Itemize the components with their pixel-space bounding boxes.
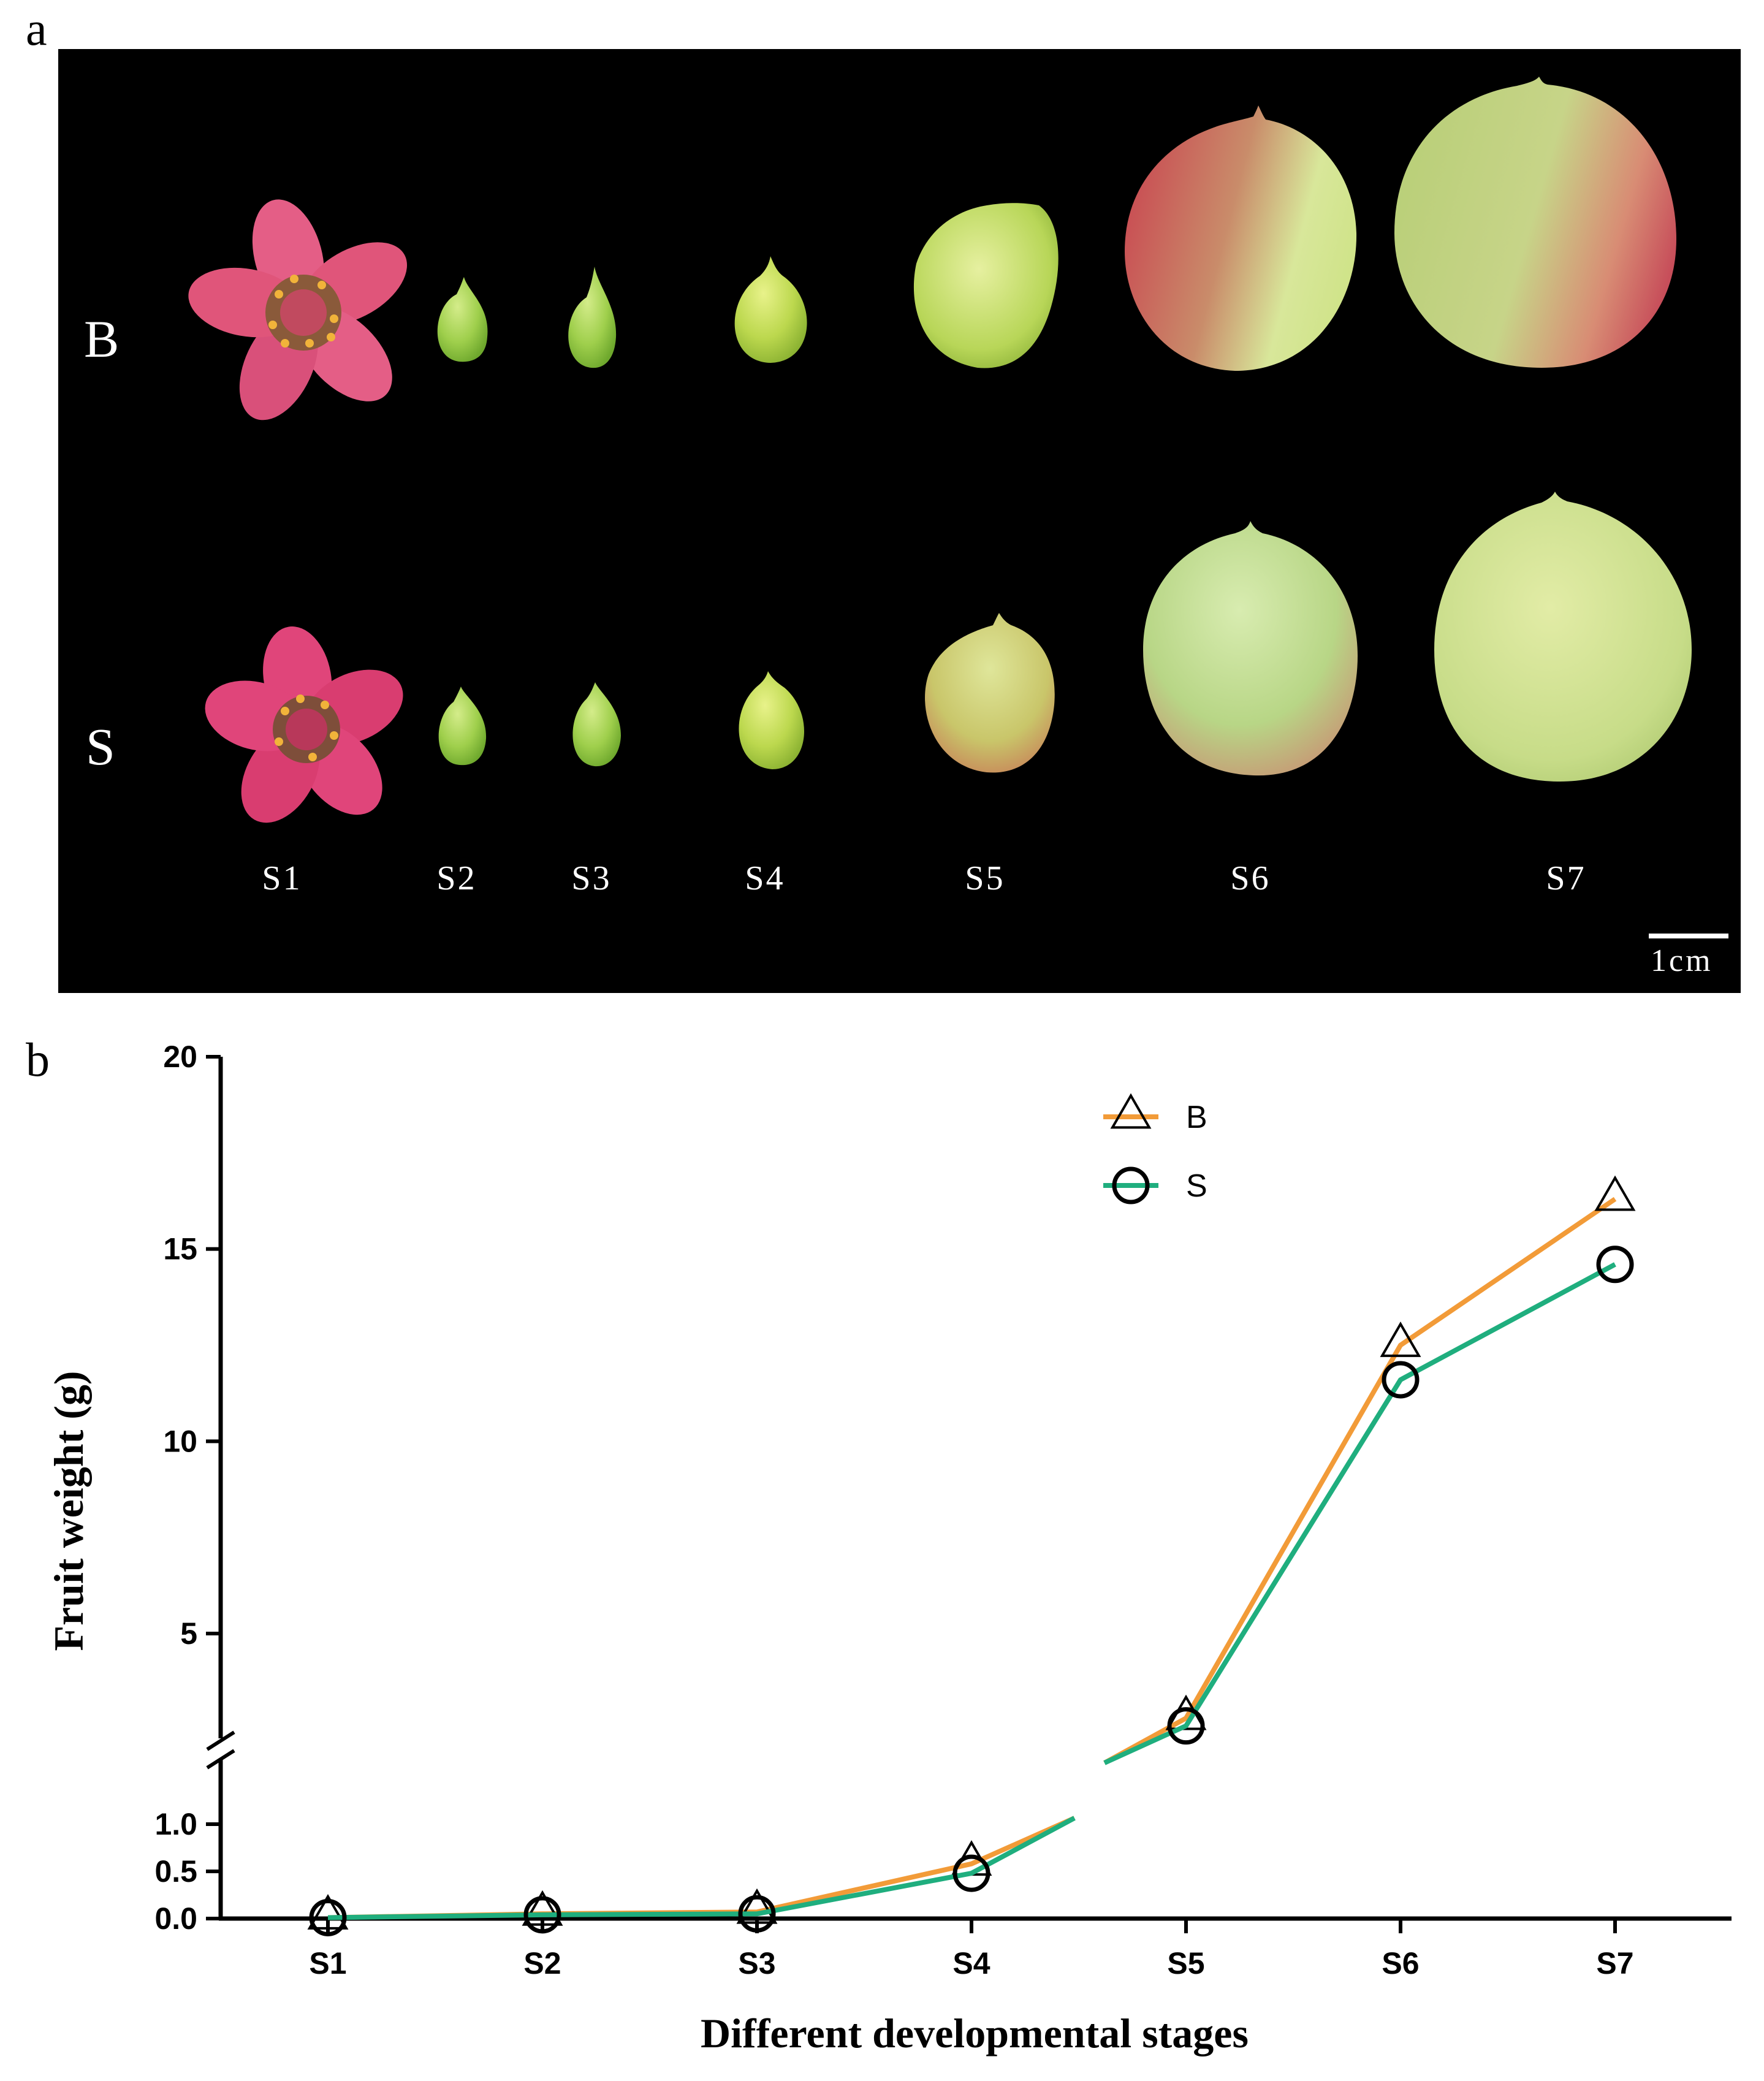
point-b-s3: [736, 1888, 778, 1924]
fruit-b-s3: [568, 267, 617, 368]
stage-label-s7: S7: [1546, 859, 1586, 897]
panel-label-a: a: [26, 2, 47, 55]
scale-bar-label: 1cm: [1651, 943, 1713, 978]
fruit-b-s5: [913, 203, 1059, 368]
fruit-s-s2: [438, 687, 487, 766]
point-s-s6: [1382, 1361, 1420, 1399]
point-s-s7: [1596, 1246, 1634, 1284]
point-s-s3: [738, 1895, 776, 1933]
y-tick-label-lower-1: 0.5: [154, 1854, 197, 1889]
fruit-s-s7: [1434, 492, 1692, 782]
panel-label-b: b: [26, 1033, 50, 1086]
series-b: [307, 1175, 1636, 1930]
y-tick-label-upper-3: 20: [163, 1040, 197, 1074]
series-line-upper-s: [1103, 1262, 1616, 1765]
fruit-s-s3: [572, 682, 621, 767]
x-tick-label-s7: S7: [1596, 1946, 1633, 1980]
fruit-b-s7: [1394, 77, 1676, 368]
x-tick-label-s1: S1: [309, 1946, 346, 1980]
x-tick-label-s4: S4: [952, 1946, 990, 1980]
y-axis-title: Fruit weight (g): [45, 1371, 92, 1651]
row-label-b: B: [84, 310, 120, 368]
fruit-s-s6: [1143, 521, 1358, 776]
fruit-photo-panel: B S S1 S2 S3 S4 S5 S6 S7 1cm: [58, 49, 1741, 993]
point-b-s6: [1380, 1322, 1421, 1357]
stage-label-s3: S3: [571, 859, 612, 897]
x-tick-label-s6: S6: [1382, 1946, 1419, 1980]
chart-axes: 0.0 0.5 1.0 5 10 15 20 S1 S2 S3 S4 S5 S6 S7: [154, 1040, 1732, 1980]
point-s-s5: [1167, 1707, 1205, 1745]
stage-label-s4: S4: [745, 859, 785, 897]
point-b-s7: [1594, 1175, 1636, 1211]
fruit-photo-illustration: [188, 77, 1728, 938]
legend-label-b: B: [1186, 1100, 1207, 1135]
chart-legend: BS: [1103, 1093, 1207, 1204]
series-line-lower-s: [327, 1816, 1076, 1920]
row-label-s: S: [86, 717, 115, 776]
x-tick-label-s5: S5: [1167, 1946, 1204, 1980]
fruit-b-s6: [1125, 105, 1357, 371]
stage-label-s5: S5: [965, 859, 1005, 897]
chart-series: [307, 1175, 1636, 1936]
point-s-s1: [309, 1898, 347, 1936]
legend-label-s: S: [1186, 1168, 1207, 1204]
y-tick-label-upper-0: 5: [180, 1616, 197, 1651]
x-tick-label-s2: S2: [523, 1946, 561, 1980]
y-tick-label-lower-0: 0.0: [154, 1901, 197, 1936]
flower-b-s1: [188, 199, 408, 420]
fruit-b-s4: [734, 256, 807, 363]
stage-label-s1: S1: [262, 859, 302, 897]
y-tick-label-upper-1: 10: [163, 1424, 197, 1458]
legend-marker-b: [1110, 1093, 1152, 1129]
flower-s-s1: [205, 626, 403, 823]
fruit-weight-chart: 0.0 0.5 1.0 5 10 15 20 S1 S2 S3 S4 S5 S6 S7 BS Fruit …: [45, 1040, 1732, 2056]
point-s-s2: [523, 1896, 561, 1934]
x-tick-label-s3: S3: [738, 1946, 775, 1980]
axis-break-mark-lower: [206, 1749, 235, 1770]
scale-bar: [1649, 934, 1728, 938]
point-b-s2: [522, 1890, 563, 1926]
fruit-b-s2: [437, 277, 488, 362]
stage-label-s6: S6: [1230, 859, 1271, 897]
fruit-s-s4: [739, 671, 805, 769]
stage-label-s2: S2: [436, 859, 477, 897]
axis-break-mark-upper: [206, 1730, 235, 1751]
x-axis-title: Different developmental stages: [701, 2010, 1249, 2056]
y-tick-label-lower-2: 1.0: [154, 1807, 197, 1841]
fruit-s-s5: [925, 613, 1055, 773]
series-line-upper-b: [1103, 1196, 1617, 1765]
y-tick-label-upper-2: 15: [163, 1232, 197, 1266]
point-s-s4: [952, 1854, 990, 1892]
series-line-lower-b: [327, 1816, 1076, 1920]
point-b-s1: [307, 1893, 349, 1930]
legend-marker-s: [1112, 1166, 1150, 1204]
series-s: [309, 1246, 1634, 1936]
